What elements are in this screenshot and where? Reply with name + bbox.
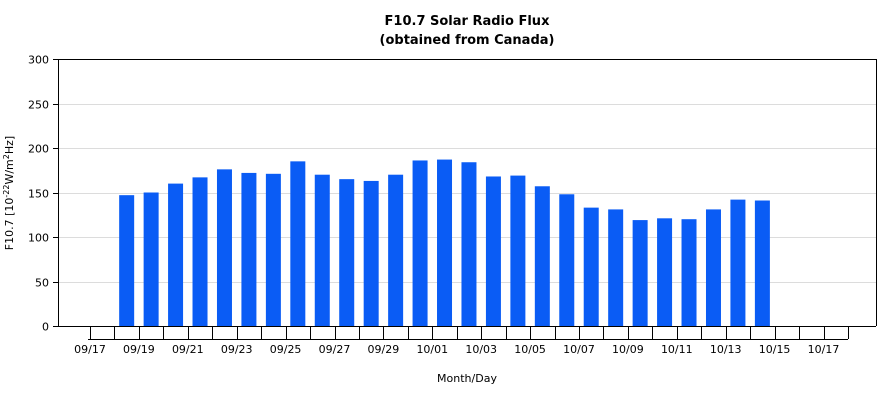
bar-09-22 — [216, 169, 232, 326]
x-tick-label: 09/27 — [319, 343, 351, 356]
y-tick-label: 300 — [28, 54, 49, 67]
chart-subtitle: (obtained from Canada) — [380, 33, 555, 48]
bar-10-13 — [730, 199, 746, 326]
bar-10-02 — [461, 162, 477, 326]
y-tick-label: 250 — [28, 99, 49, 112]
y-axis-label-mid: W/m — [3, 159, 16, 184]
x-tick-label: 10/01 — [416, 343, 448, 356]
bar-10-04 — [510, 175, 526, 326]
x-tick-label: 09/29 — [368, 343, 400, 356]
chart-title: F10.7 Solar Radio Flux — [385, 14, 551, 29]
y-tick-labels: 0 50 100 150 200 250 300 — [28, 54, 49, 334]
bar-09-30 — [412, 160, 428, 326]
x-tick-label: 10/05 — [514, 343, 546, 356]
x-tick-label: 10/15 — [759, 343, 791, 356]
axes — [53, 59, 877, 340]
y-axis-label-prefix: F10.7 [10 — [3, 198, 16, 251]
bar-10-06 — [559, 194, 575, 326]
y-tick-label: 0 — [42, 321, 49, 334]
x-tick-label: 10/13 — [710, 343, 742, 356]
y-tick-label: 150 — [28, 188, 49, 201]
bar-09-21 — [192, 177, 208, 326]
bar-10-11 — [681, 219, 697, 326]
x-tick-label: 10/11 — [661, 343, 693, 356]
x-tick-label: 09/19 — [123, 343, 155, 356]
bar-10-14 — [754, 200, 770, 326]
y-tick-label: 200 — [28, 143, 49, 156]
bar-10-01 — [437, 159, 453, 326]
bar-09-29 — [388, 174, 404, 326]
bar-09-19 — [143, 192, 159, 326]
bar-09-20 — [168, 183, 184, 326]
y-tick-label: 50 — [35, 277, 49, 290]
bar-10-10 — [657, 218, 673, 326]
x-tick-label: 10/03 — [465, 343, 497, 356]
bar-09-23 — [241, 172, 257, 326]
bar-10-03 — [485, 176, 501, 326]
bar-10-07 — [583, 207, 599, 326]
x-tick-label: 09/23 — [221, 343, 253, 356]
y-tick-label: 100 — [28, 232, 49, 245]
x-tick-label: 09/25 — [270, 343, 302, 356]
bar-09-18 — [119, 195, 135, 326]
x-tick-labels: 09/17 09/19 09/21 09/23 09/25 09/27 09/29 10/01… — [74, 343, 839, 356]
bar-series — [119, 159, 770, 326]
bar-10-12 — [705, 209, 721, 326]
bar-09-27 — [339, 179, 355, 326]
bar-09-25 — [290, 161, 306, 326]
x-axis-label: Month/Day — [437, 372, 497, 385]
bar-10-08 — [608, 209, 624, 326]
x-tick-label: 10/09 — [612, 343, 644, 356]
bar-09-24 — [265, 173, 281, 326]
y-axis-label-exp2: 2 — [2, 154, 11, 159]
y-axis-label-suffix: Hz] — [3, 136, 16, 154]
x-tick-label: 10/17 — [808, 343, 840, 356]
y-axis-label: F10.7 [10-22W/m2Hz] — [2, 136, 16, 250]
bar-09-28 — [363, 180, 379, 326]
y-axis-label-exp1: -22 — [2, 185, 11, 198]
x-tick-label: 09/17 — [74, 343, 106, 356]
bar-10-05 — [534, 186, 550, 326]
bar-09-26 — [314, 174, 330, 326]
bar-10-09 — [632, 220, 648, 326]
x-tick-label: 09/21 — [172, 343, 204, 356]
x-tick-label: 10/07 — [563, 343, 595, 356]
